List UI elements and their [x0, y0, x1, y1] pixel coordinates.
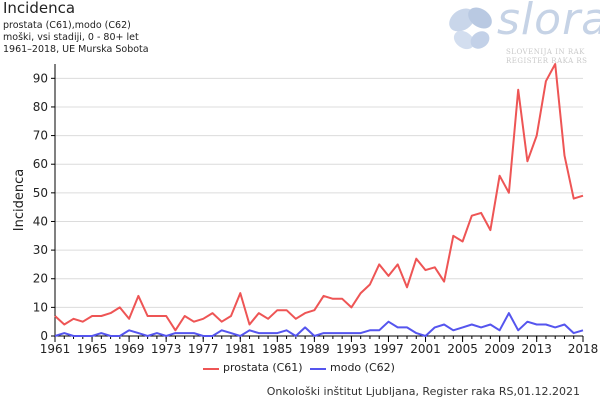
x-tick-label: 1981 [225, 342, 256, 356]
axes: 0 10 20 30 40 50 60 70 80 90 1961 1965 1969 1973 1977 1… [33, 64, 599, 356]
x-tick-label: 2009 [484, 342, 515, 356]
series-line-modo [54, 312, 584, 337]
y-tick-label: 90 [33, 71, 48, 85]
subtitle-population: moški, vsi stadiji, 0 - 80+ let [3, 32, 139, 43]
x-tick-label: 2013 [521, 342, 552, 356]
series-line-prostata [54, 63, 584, 332]
x-tick-label: 2001 [410, 342, 441, 356]
x-tick-label: 1997 [373, 342, 404, 356]
y-axis-label: Incidenca [12, 169, 27, 231]
x-tick-label: 2005 [447, 342, 478, 356]
y-tick-label: 70 [33, 129, 48, 143]
x-tick-label: 1961 [40, 342, 71, 356]
y-tick-label: 80 [33, 100, 48, 114]
x-tick-label: 1977 [188, 342, 219, 356]
x-tick-label: 1985 [262, 342, 293, 356]
grid-lines [55, 77, 583, 308]
legend-label-prostata: prostata (C61) [223, 361, 303, 374]
x-tick-label: 1965 [77, 342, 108, 356]
x-tick-label: 1973 [151, 342, 182, 356]
x-tick-label: 1969 [114, 342, 145, 356]
logo-wordmark: slora [497, 0, 600, 45]
subtitle-period-region: 1961–2018, UE Murska Sobota [3, 44, 149, 55]
y-tick-label: 40 [33, 214, 48, 228]
y-tick-label: 50 [33, 186, 48, 200]
y-tick-label: 0 [40, 329, 48, 343]
butterfly-icon [449, 7, 492, 50]
x-tick-label: 1993 [336, 342, 367, 356]
y-tick-label: 60 [33, 157, 48, 171]
y-tick-label: 30 [33, 243, 48, 257]
y-tick-label: 20 [33, 272, 48, 286]
subtitle-sites: prostata (C61),modo (C62) [3, 20, 131, 31]
page-title: Incidenca [3, 0, 76, 17]
source-footer: Onkološki inštitut Ljubljana, Register r… [266, 385, 580, 398]
logo-tagline-1: SLOVENIJA IN RAK [506, 48, 585, 56]
slora-logo: slora SLOVENIJA IN RAK REGISTER RAKA RS [442, 0, 600, 65]
line-chart: 0 10 20 30 40 50 60 70 80 90 1961 1965 1969 1973 1977 1… [12, 63, 599, 356]
y-tick-label: 10 [33, 300, 48, 314]
legend-label-modo: modo (C62) [330, 361, 395, 374]
chart-legend: prostata (C61) modo (C62) [0, 360, 600, 378]
legend-swatch-prostata [203, 368, 219, 370]
x-tick-label: 1989 [299, 342, 330, 356]
legend-swatch-modo [310, 368, 326, 370]
series-lines [54, 63, 584, 337]
x-tick-label: 2018 [568, 342, 599, 356]
logo-tagline-2: REGISTER RAKA RS [506, 57, 588, 65]
